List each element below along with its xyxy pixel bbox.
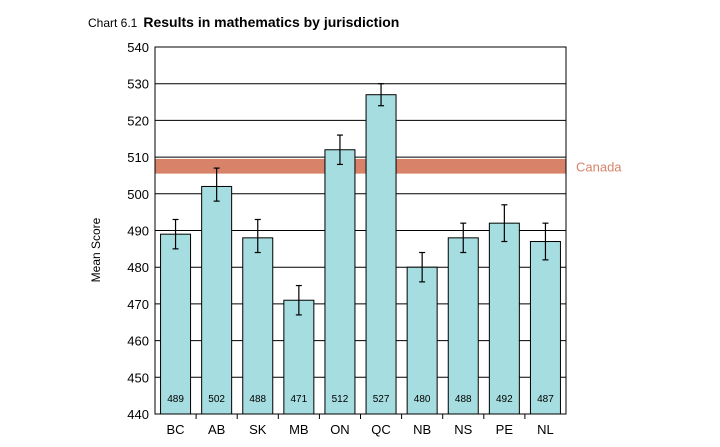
chart-title-prefix: Chart 6.1 <box>88 16 138 30</box>
x-tick-label-NS: NS <box>454 422 472 437</box>
bar-PE <box>488 222 520 415</box>
x-tick-label-NB: NB <box>413 422 431 437</box>
canada-band-label: Canada <box>576 159 622 174</box>
bar-SK <box>242 237 274 415</box>
bar-QC <box>365 94 397 415</box>
y-tick-label-530: 530 <box>127 77 149 92</box>
y-tick-label-480: 480 <box>127 260 149 275</box>
canada-band: Canada <box>155 158 622 174</box>
y-tick-label-510: 510 <box>127 150 149 165</box>
y-tick-labels: 440 450 460 470 480 490 500 510 520 530 540 <box>127 40 149 422</box>
error-bar-NB <box>419 251 426 283</box>
bar-value-label-MB: 471 <box>291 394 308 405</box>
x-tick-label-NL: NL <box>537 422 554 437</box>
x-tick-label-QC: QC <box>371 422 391 437</box>
x-tick-label-ON: ON <box>330 422 350 437</box>
bar-value-label-QC: 527 <box>373 394 390 405</box>
bar-NB <box>406 266 438 415</box>
bar-value-label-PE: 492 <box>496 394 513 405</box>
bar-value-label-AB: 502 <box>208 394 225 405</box>
bar-ON <box>324 149 356 415</box>
error-bar-AB <box>213 167 220 202</box>
bar-value-label-BC: 489 <box>167 394 184 405</box>
bar-value-label-ON: 512 <box>332 394 349 405</box>
plot-frame <box>154 46 567 415</box>
error-bar-SK <box>254 218 261 254</box>
bars <box>160 94 561 415</box>
bar-value-label-NL: 487 <box>537 394 554 405</box>
bar-value-label-SK: 488 <box>249 394 266 405</box>
x-tick-label-PE: PE <box>496 422 514 437</box>
y-axis-title: Mean Score <box>89 217 103 282</box>
x-tick-label-SK: SK <box>249 422 267 437</box>
bar-BC <box>160 233 192 415</box>
y-tick-label-460: 460 <box>127 334 149 349</box>
bar-value-label-NS: 488 <box>455 394 472 405</box>
y-tick-label-490: 490 <box>127 224 149 239</box>
error-bar-ON <box>336 134 343 166</box>
bar-value-label-NB: 480 <box>414 394 431 405</box>
error-bars <box>172 83 549 316</box>
y-tick-label-450: 450 <box>127 370 149 385</box>
bar-NS <box>447 237 479 415</box>
x-tick-label-MB: MB <box>289 422 309 437</box>
y-tick-label-500: 500 <box>127 187 149 202</box>
error-bar-MB <box>295 284 302 316</box>
error-bar-NS <box>460 222 467 254</box>
error-bar-NL <box>542 222 549 261</box>
error-bar-BC <box>172 218 179 250</box>
y-tick-label-520: 520 <box>127 113 149 128</box>
chart-title-main: Results in mathematics by jurisdiction <box>143 14 399 30</box>
canada-band-rect <box>155 158 566 174</box>
bar-NL <box>529 241 561 415</box>
y-tick-label-540: 540 <box>127 40 149 55</box>
error-bar-QC <box>378 83 385 107</box>
bar-MB <box>283 299 315 415</box>
x-tick-label-BC: BC <box>167 422 185 437</box>
x-tick-label-AB: AB <box>208 422 225 437</box>
error-bar-PE <box>501 204 508 243</box>
x-tick-labels: BC AB SK MB ON QC NB NS PE NL <box>167 414 554 437</box>
y-tick-label-470: 470 <box>127 297 149 312</box>
bar-AB <box>201 185 233 415</box>
y-tick-label-440: 440 <box>127 407 149 422</box>
chart-title: Chart 6.1 Results in mathematics by juris… <box>88 14 399 30</box>
bar-value-labels: 489 502 488 471 512 527 480 488 492 487 <box>167 394 554 405</box>
